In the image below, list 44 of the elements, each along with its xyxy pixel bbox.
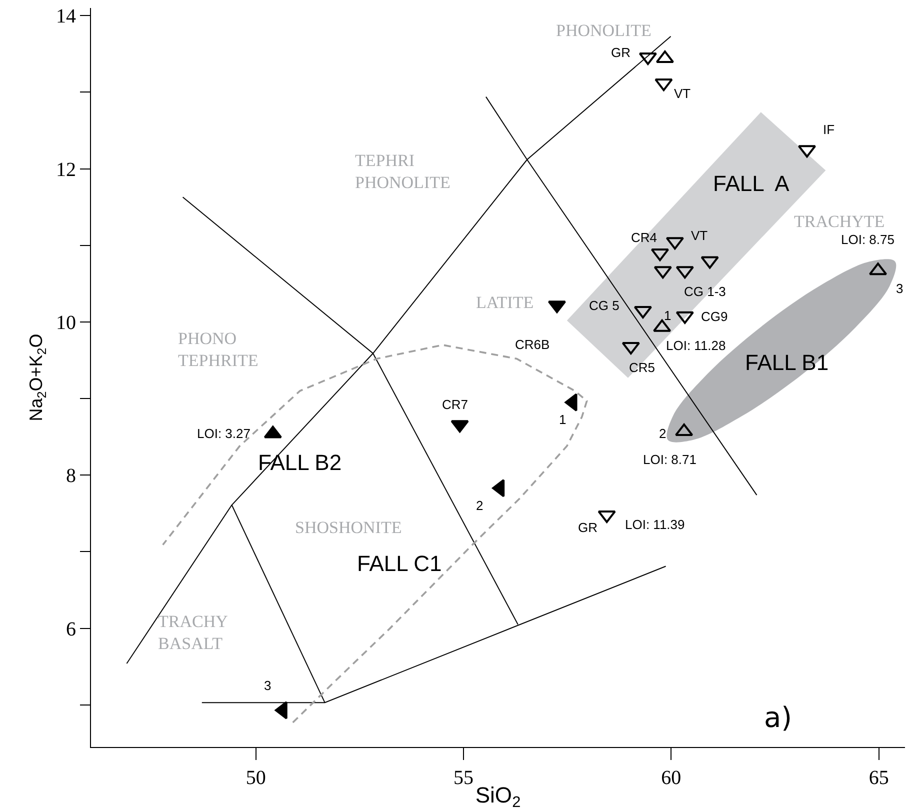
annotation: 1: [664, 308, 672, 323]
annotation: LOI: 3.27: [197, 426, 250, 441]
y-tick-label: 8: [66, 465, 76, 488]
x-tick-label: 60: [661, 767, 682, 789]
annotation: TEPHRI PHONOLITE: [355, 151, 450, 192]
annotation: 1: [559, 412, 566, 427]
annotation: PHONOLITE: [556, 21, 652, 40]
annotation: LATITE: [476, 293, 534, 312]
annotation: PHONO TEPHRITE: [178, 329, 258, 370]
annotation: LOI: 8.71: [643, 452, 696, 467]
annotation: VT: [674, 86, 691, 101]
annotation: LOI: 8.75: [841, 232, 894, 247]
annotation: CG 1-3: [684, 284, 726, 299]
y-tick-label: 6: [66, 618, 76, 640]
annotation: LOI: 11.28: [666, 338, 726, 353]
annotation: CR6B: [515, 337, 550, 352]
annotation: TRACHY BASALT: [158, 612, 228, 654]
annotation: 2: [659, 426, 666, 441]
annotation: SHOSHONITE: [295, 518, 402, 537]
x-tick-label: 65: [868, 767, 889, 789]
annotation: LOI: 11.39: [625, 517, 685, 532]
y-tick-label: 14: [56, 6, 76, 28]
annotation: CG 5: [589, 298, 620, 313]
annotation: CG9: [701, 309, 728, 324]
annotation: 3: [264, 678, 272, 693]
x-axis-title: SiO$_{2}$: [475, 782, 521, 811]
annotation: CR5: [629, 360, 656, 375]
y-tick-label: 10: [56, 312, 76, 334]
annotation: FALL B1: [745, 350, 829, 375]
annotation: IF: [823, 122, 835, 137]
y-tick-label: 12: [56, 158, 76, 181]
annotation: a): [764, 701, 792, 734]
annotation: VT: [691, 228, 708, 243]
annotation: FALL A: [713, 171, 790, 196]
annotation: GR: [611, 45, 630, 60]
x-tick-label: 50: [246, 767, 266, 789]
x-tick-label: 55: [454, 767, 474, 789]
annotation: GR: [578, 520, 598, 535]
annotation: CR4: [631, 230, 658, 245]
annotation: TRACHYTE: [794, 212, 885, 231]
annotation: 2: [476, 498, 484, 513]
annotation: CR7: [442, 397, 468, 412]
annotation: FALL C1: [357, 551, 442, 576]
annotation: 3: [896, 281, 904, 296]
